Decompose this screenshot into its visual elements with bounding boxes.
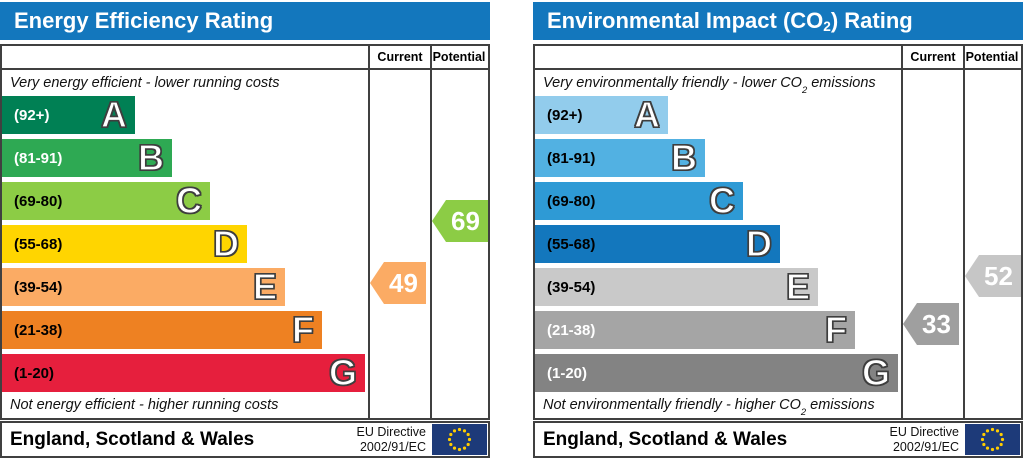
band-letter: D xyxy=(745,223,772,264)
header-divider xyxy=(2,68,488,70)
band-range-label: (92+) xyxy=(547,106,583,124)
band-letter: A xyxy=(100,94,127,135)
energy-chart-title: Energy Efficiency Rating xyxy=(0,2,490,40)
bottom-caption: Not energy efficient - higher running co… xyxy=(10,393,278,417)
band-range-label: (21-38) xyxy=(547,321,596,339)
eu-directive-label: EU Directive 2002/91/EC xyxy=(357,425,426,454)
band-letter: F xyxy=(824,309,847,350)
rating-bands: (92+) A (81-91) B (69-80) C (55-68) D (3… xyxy=(2,94,365,397)
environmental-chart-title: Environmental Impact (CO2) Rating xyxy=(533,2,1023,40)
band-range-label: (81-91) xyxy=(14,149,63,167)
band-range-label: (92+) xyxy=(14,106,50,124)
caption-text-end: emissions xyxy=(806,397,875,413)
energy-efficiency-chart: Energy Efficiency Rating Current Potenti… xyxy=(0,0,490,460)
potential-rating-arrow: 69 xyxy=(432,200,488,242)
band-range-label: (39-54) xyxy=(547,278,596,296)
band-range-label: (69-80) xyxy=(14,192,63,210)
band-d: (55-68) D xyxy=(535,223,780,264)
band-letter: E xyxy=(252,266,277,307)
band-a: (92+) A xyxy=(535,94,668,135)
band-range-label: (55-68) xyxy=(547,235,596,253)
band-letter: A xyxy=(633,94,660,135)
region-label: England, Scotland & Wales xyxy=(543,429,788,450)
current-column-header: Current xyxy=(377,50,423,64)
title-co2-subscript: 2 xyxy=(823,19,831,34)
caption-text: Not environmentally friendly - higher CO xyxy=(543,397,801,413)
band-g: (1-20) G xyxy=(535,352,898,393)
current-column-divider xyxy=(368,46,370,418)
potential-column-header: Potential xyxy=(432,50,486,64)
energy-chart-box: Current Potential Very energy efficient … xyxy=(0,44,490,420)
band-c: (69-80) C xyxy=(2,180,210,221)
band-range-label: (39-54) xyxy=(14,278,63,296)
potential-rating-value: 69 xyxy=(451,205,480,236)
potential-column-header: Potential xyxy=(965,50,1019,64)
caption-co2-subscript: 2 xyxy=(800,405,807,417)
caption-text: Very energy efficient - lower running co… xyxy=(10,75,280,91)
current-rating-arrow: 49 xyxy=(370,262,426,304)
current-rating-value: 33 xyxy=(922,308,951,339)
band-b: (81-91) B xyxy=(535,137,705,178)
current-column-divider xyxy=(901,46,903,418)
eu-flag-icon xyxy=(432,424,487,455)
band-letter: C xyxy=(175,180,202,221)
potential-rating-arrow: 52 xyxy=(965,255,1021,297)
band-range-label: (1-20) xyxy=(547,364,588,382)
band-c: (69-80) C xyxy=(535,180,743,221)
environmental-impact-chart: Environmental Impact (CO2) Rating Curren… xyxy=(533,0,1023,460)
eu-directive-line1: EU Directive xyxy=(356,425,426,439)
band-g: (1-20) G xyxy=(2,352,365,393)
band-range-label: (55-68) xyxy=(14,235,63,253)
band-letter: B xyxy=(137,137,164,178)
region-label: England, Scotland & Wales xyxy=(10,429,255,450)
band-f: (21-38) F xyxy=(2,309,322,350)
header-divider xyxy=(535,68,1021,70)
band-letter: C xyxy=(708,180,735,221)
title-text-end: ) Rating xyxy=(830,8,913,33)
band-range-label: (1-20) xyxy=(14,364,55,382)
eu-directive-line1: EU Directive xyxy=(889,425,959,439)
band-f: (21-38) F xyxy=(535,309,855,350)
top-caption: Very environmentally friendly - lower CO… xyxy=(543,71,876,95)
title-text: Environmental Impact (CO xyxy=(547,8,824,33)
band-letter: D xyxy=(212,223,239,264)
band-b: (81-91) B xyxy=(2,137,172,178)
potential-column-divider xyxy=(430,46,432,418)
band-letter: G xyxy=(328,352,357,393)
band-letter: G xyxy=(861,352,890,393)
band-d: (55-68) D xyxy=(2,223,247,264)
potential-column-divider xyxy=(963,46,965,418)
band-e: (39-54) E xyxy=(2,266,285,307)
band-letter: B xyxy=(670,137,697,178)
current-column-header: Current xyxy=(910,50,956,64)
band-a: (92+) A xyxy=(2,94,135,135)
band-e: (39-54) E xyxy=(535,266,818,307)
band-range-label: (69-80) xyxy=(547,192,596,210)
caption-text: Not energy efficient - higher running co… xyxy=(10,397,279,413)
caption-text: Very environmentally friendly - lower CO xyxy=(543,75,802,91)
eu-directive-line2: 2002/91/EC xyxy=(892,439,959,454)
rating-bands: (92+) A (81-91) B (69-80) C (55-68) D (3… xyxy=(535,94,898,397)
top-caption: Very energy efficient - lower running co… xyxy=(10,71,279,95)
band-range-label: (81-91) xyxy=(547,149,596,167)
eu-directive-label: EU Directive 2002/91/EC xyxy=(890,425,959,454)
caption-co2-subscript: 2 xyxy=(801,83,808,95)
caption-text-end: emissions xyxy=(807,75,876,91)
environmental-chart-box: Current Potential Very environmentally f… xyxy=(533,44,1023,420)
potential-rating-value: 52 xyxy=(984,260,1013,291)
eu-directive-line2: 2002/91/EC xyxy=(359,439,426,454)
band-range-label: (21-38) xyxy=(14,321,63,339)
footer-bar: England, Scotland & Wales EU Directive 2… xyxy=(0,421,490,458)
band-letter: E xyxy=(785,266,810,307)
current-rating-value: 49 xyxy=(389,267,418,298)
band-letter: F xyxy=(291,309,314,350)
footer-bar: England, Scotland & Wales EU Directive 2… xyxy=(533,421,1023,458)
title-text: Energy Efficiency Rating xyxy=(14,8,274,33)
eu-flag-icon xyxy=(965,424,1020,455)
current-rating-arrow: 33 xyxy=(903,303,959,345)
bottom-caption: Not environmentally friendly - higher CO… xyxy=(543,393,875,417)
